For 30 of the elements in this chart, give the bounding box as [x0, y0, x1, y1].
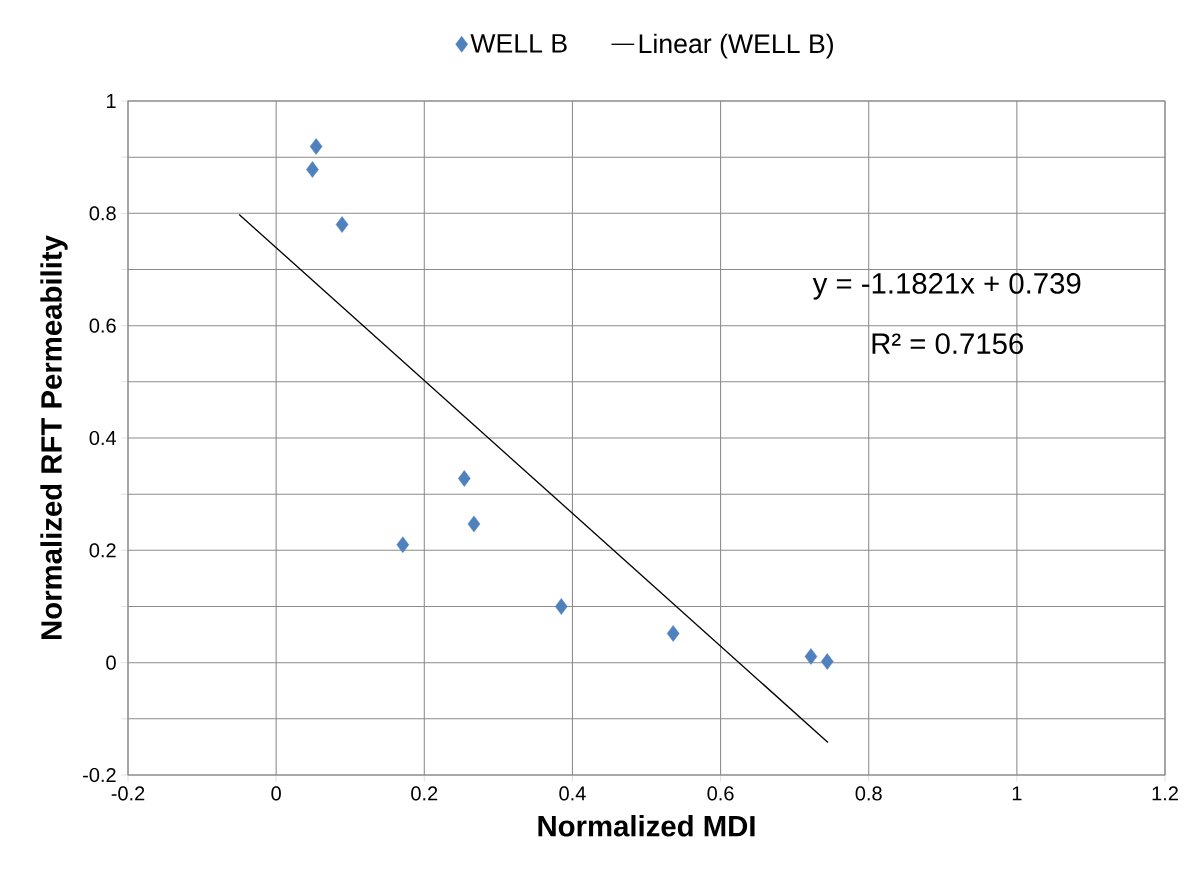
legend-label: Linear (WELL B) [639, 33, 833, 59]
point [335, 216, 349, 233]
point [396, 536, 410, 553]
point [666, 625, 680, 642]
x-tick-label: 0.4 [559, 786, 586, 801]
annotation: y = -1.1821x + 0.739 [812, 273, 1081, 300]
annotation: R² = 0.7156 [872, 333, 1023, 355]
y-tick-label: -0.2 [83, 767, 116, 783]
point [309, 138, 323, 155]
legend-label: WELL B [470, 34, 567, 53]
y-tick-label: 0.6 [89, 318, 116, 333]
y-tick-label: 0.8 [89, 206, 116, 221]
point [467, 515, 481, 533]
y-tick-label: 0 [106, 655, 116, 670]
x-tick-label: 0.8 [855, 786, 882, 801]
point [458, 470, 471, 487]
x-tick-label: 1.2 [1152, 786, 1178, 801]
point [555, 598, 568, 615]
point [820, 653, 834, 670]
x-tick-label: 0.2 [411, 786, 438, 801]
y-axis-title: Normalized RFT Permeability [40, 235, 68, 639]
y-tick-label: 0.4 [89, 430, 117, 446]
x-tick-label: 1 [1012, 786, 1022, 801]
x-tick-label: 0 [271, 786, 281, 801]
point [306, 161, 319, 178]
y-tick-label: 0.2 [89, 543, 116, 558]
y-tick-label: 1 [107, 94, 116, 108]
x-tick-label: 0.6 [707, 786, 734, 801]
point [804, 648, 818, 665]
x-axis-title: Normalized MDI [538, 815, 755, 837]
